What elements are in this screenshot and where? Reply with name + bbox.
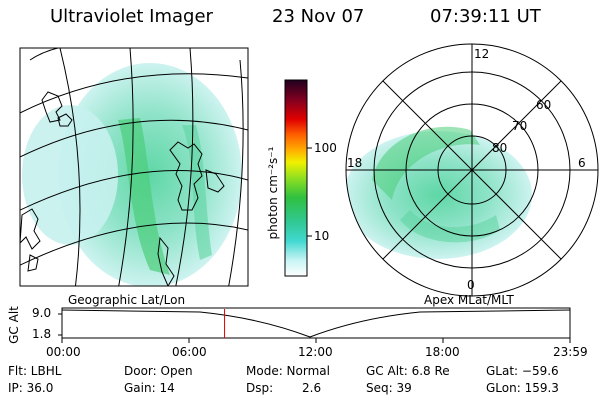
- timeline-frame: [61, 307, 571, 339]
- mlat-label-70: 70: [512, 119, 528, 133]
- geographic-caption: Geographic Lat/Lon: [68, 293, 186, 307]
- status-gc-alt: GC Alt: 6.8 Re: [366, 364, 450, 378]
- geo-grid: [20, 48, 248, 286]
- time-tick-0600: 06:00: [172, 345, 207, 359]
- geographic-map: [20, 48, 248, 286]
- status-gain: Gain: 14: [124, 381, 175, 395]
- status-glon: GLon: 159.3: [486, 381, 559, 395]
- status-glat: GLat: −59.6: [486, 364, 559, 378]
- status-filter: Flt: LBHL: [8, 364, 62, 378]
- colorbar-tick-100: 100: [314, 141, 337, 155]
- status-seq: Seq: 39: [366, 381, 412, 395]
- observation-date: 23 Nov 07: [272, 6, 365, 27]
- status-ip: IP: 36.0: [8, 381, 54, 395]
- polar-grid: [345, 43, 599, 297]
- timeline-ticks: [58, 313, 571, 343]
- colorbar-unit-label: photon cm⁻²s⁻¹: [266, 146, 280, 240]
- mlt-label-0: 0: [467, 278, 475, 292]
- mlt-label-12: 12: [474, 47, 490, 61]
- coastlines: [20, 91, 225, 286]
- colorbar: [284, 79, 308, 277]
- geo-emission-west: [22, 105, 118, 245]
- apex-caption: Apex MLat/MLT: [424, 293, 514, 307]
- colorbar-tick-10: 10: [314, 229, 330, 243]
- mlt-label-6: 6: [578, 156, 586, 170]
- instrument-title: Ultraviolet Imager: [50, 6, 213, 27]
- auroral-oval-arc-2: [400, 210, 500, 243]
- timeline-ytick-bottom: 1.8: [32, 327, 52, 341]
- status-dsp-value: 2.6: [302, 381, 322, 395]
- auroral-oval-arc: [372, 126, 480, 200]
- status-mode: Mode: Normal: [246, 364, 330, 378]
- time-tick-1800: 18:00: [425, 345, 460, 359]
- altitude-timeline: [58, 307, 571, 343]
- geographic-frame: [19, 47, 249, 287]
- status-dsp-label: Dsp:: [246, 381, 274, 395]
- gc-alt-curve: [61, 309, 571, 338]
- time-tick-1200: 12:00: [298, 345, 333, 359]
- mlt-label-18: 18: [347, 156, 363, 170]
- auroral-band-geo-2: [182, 125, 212, 260]
- observation-time: 07:39:11 UT: [430, 6, 541, 27]
- time-tick-2359: 23:59: [553, 345, 588, 359]
- mlat-label-60: 60: [536, 98, 552, 112]
- auroral-band-geo: [118, 118, 170, 275]
- mlat-label-80: 80: [492, 141, 508, 155]
- colorbar-ticks: [307, 147, 312, 237]
- timeline-axis-label: GC Alt: [7, 306, 21, 344]
- apex-polar-plot: [345, 43, 599, 297]
- time-tick-0000: 00:00: [46, 345, 81, 359]
- status-door: Door: Open: [124, 364, 193, 378]
- timeline-ytick-top: 9.0: [32, 306, 52, 320]
